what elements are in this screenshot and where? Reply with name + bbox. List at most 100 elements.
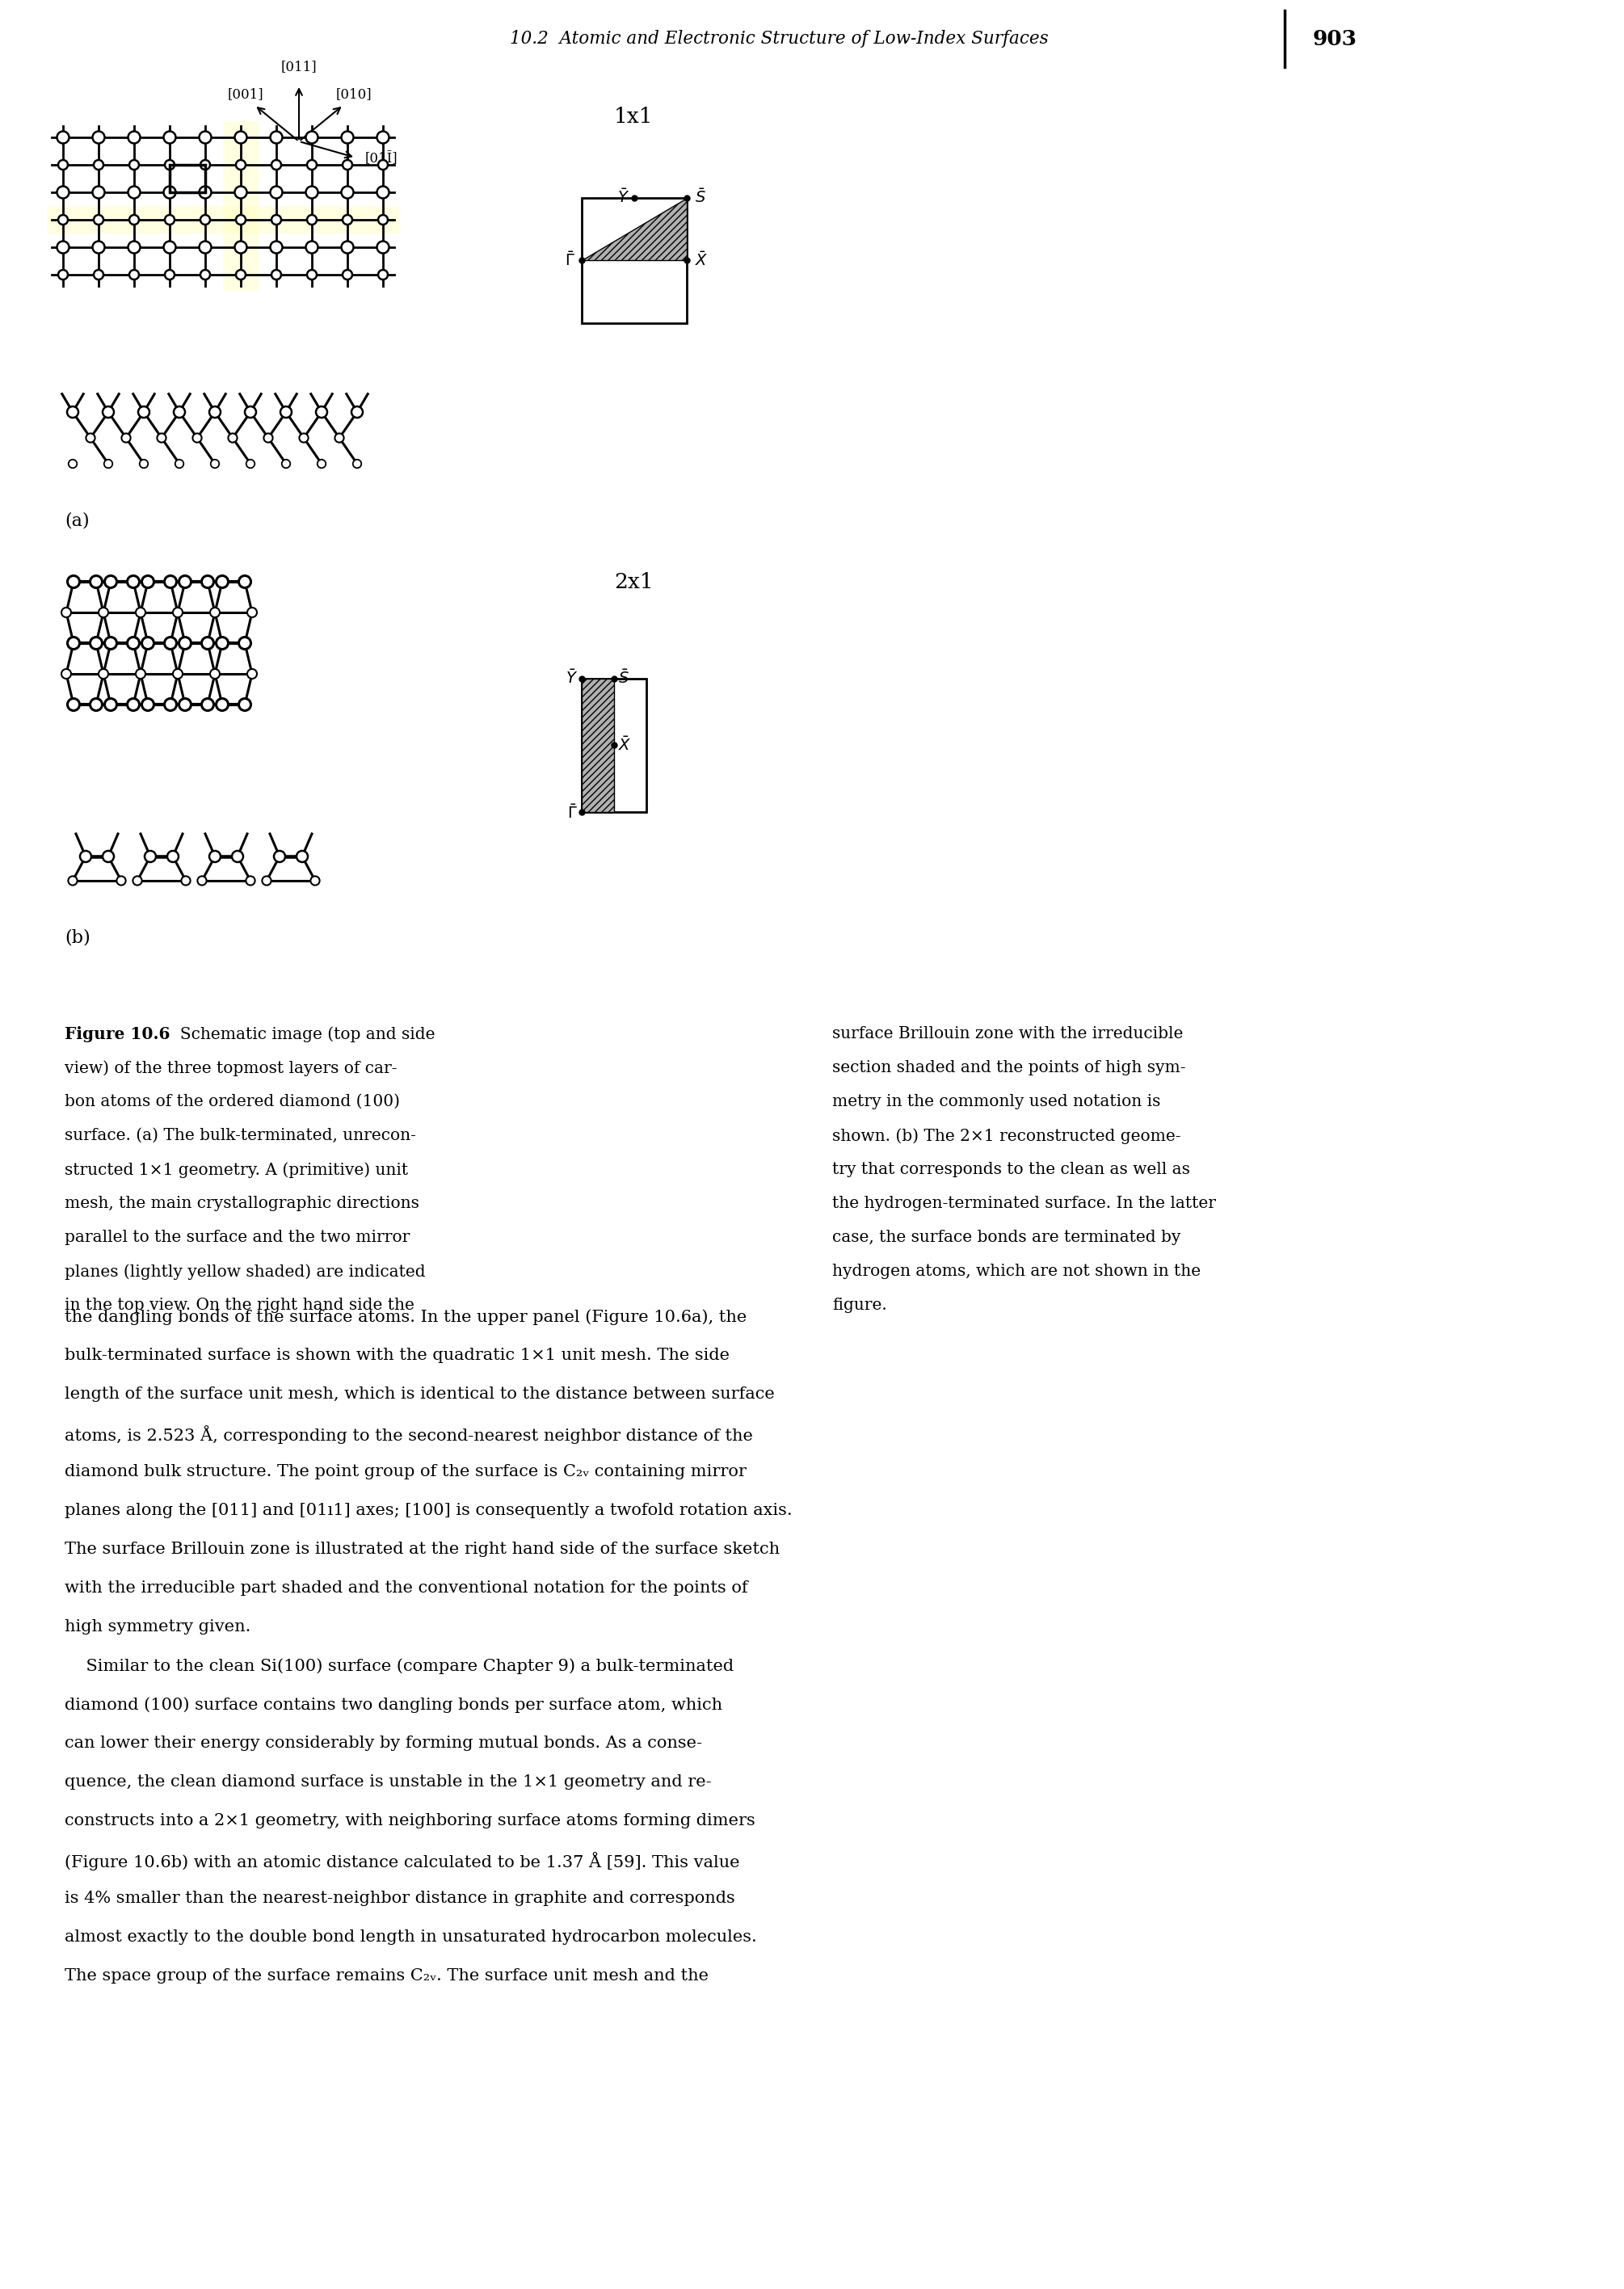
Circle shape — [179, 577, 192, 588]
Text: $\bar{X}$: $\bar{X}$ — [619, 737, 632, 753]
Circle shape — [140, 460, 148, 467]
Circle shape — [141, 577, 154, 588]
Circle shape — [281, 407, 292, 417]
Bar — [222, 121, 258, 291]
Text: can lower their energy considerably by forming mutual bonds. As a conse-: can lower their energy considerably by f… — [65, 1735, 702, 1751]
Circle shape — [274, 852, 286, 863]
Text: figure.: figure. — [831, 1298, 887, 1314]
Circle shape — [93, 130, 104, 144]
Circle shape — [94, 215, 104, 224]
Text: quence, the clean diamond surface is unstable in the 1×1 geometry and re-: quence, the clean diamond surface is uns… — [65, 1774, 711, 1790]
Circle shape — [68, 577, 80, 588]
Circle shape — [343, 270, 352, 279]
Text: hydrogen atoms, which are not shown in the: hydrogen atoms, which are not shown in t… — [831, 1264, 1200, 1280]
Circle shape — [305, 240, 318, 254]
Circle shape — [179, 636, 192, 650]
Circle shape — [172, 668, 182, 680]
Text: atoms, is 2.523 Å, corresponding to the second-nearest neighbor distance of the: atoms, is 2.523 Å, corresponding to the … — [65, 1426, 754, 1444]
Text: is 4% smaller than the nearest-neighbor distance in graphite and corresponds: is 4% smaller than the nearest-neighbor … — [65, 1891, 736, 1907]
Circle shape — [68, 460, 76, 467]
Circle shape — [305, 130, 318, 144]
Circle shape — [232, 852, 244, 863]
Bar — [169, 165, 205, 192]
Circle shape — [127, 577, 140, 588]
Text: Schematic image (top and side: Schematic image (top and side — [169, 1025, 435, 1041]
Polygon shape — [581, 680, 614, 813]
Text: diamond bulk structure. The point group of the surface is C₂ᵥ containing mirror: diamond bulk structure. The point group … — [65, 1465, 747, 1479]
Circle shape — [136, 668, 146, 680]
Text: try that corresponds to the clean as well as: try that corresponds to the clean as wel… — [831, 1163, 1190, 1177]
Circle shape — [94, 270, 104, 279]
Circle shape — [227, 433, 237, 442]
Text: 1x1: 1x1 — [614, 108, 653, 128]
Text: surface. (a) The bulk-terminated, unrecon-: surface. (a) The bulk-terminated, unreco… — [65, 1128, 416, 1142]
Text: [011]: [011] — [281, 60, 317, 73]
Circle shape — [343, 215, 352, 224]
Text: diamond (100) surface contains two dangling bonds per surface atom, which: diamond (100) surface contains two dangl… — [65, 1696, 723, 1712]
Circle shape — [341, 130, 354, 144]
Circle shape — [247, 668, 257, 680]
Circle shape — [310, 877, 320, 886]
Text: parallel to the surface and the two mirror: parallel to the surface and the two mirr… — [65, 1229, 409, 1245]
Circle shape — [200, 215, 209, 224]
Circle shape — [263, 433, 273, 442]
Circle shape — [57, 240, 70, 254]
Circle shape — [377, 185, 390, 199]
Circle shape — [307, 270, 317, 279]
Circle shape — [68, 636, 80, 650]
Circle shape — [261, 877, 271, 886]
Text: Figure 10.6: Figure 10.6 — [65, 1025, 171, 1041]
Circle shape — [104, 636, 117, 650]
Text: structed 1×1 geometry. A (primitive) unit: structed 1×1 geometry. A (primitive) uni… — [65, 1163, 408, 1179]
Text: The surface Brillouin zone is illustrated at the right hand side of the surface : The surface Brillouin zone is illustrate… — [65, 1540, 780, 1557]
Bar — [47, 206, 400, 233]
Circle shape — [62, 607, 71, 618]
Text: [001]: [001] — [227, 87, 263, 101]
Text: (a): (a) — [65, 513, 89, 531]
Circle shape — [136, 607, 146, 618]
Text: 903: 903 — [1312, 30, 1358, 48]
Circle shape — [200, 270, 209, 279]
Circle shape — [86, 433, 96, 442]
Text: planes along the [011] and [01ı1] axes; [100] is consequently a twofold rotation: planes along the [011] and [01ı1] axes; … — [65, 1504, 793, 1518]
Circle shape — [216, 698, 229, 710]
Circle shape — [128, 185, 140, 199]
Circle shape — [200, 130, 211, 144]
Circle shape — [335, 433, 344, 442]
Circle shape — [104, 460, 112, 467]
Text: shown. (b) The 2×1 reconstructed geome-: shown. (b) The 2×1 reconstructed geome- — [831, 1128, 1181, 1144]
Circle shape — [235, 215, 245, 224]
Circle shape — [235, 185, 247, 199]
Circle shape — [245, 877, 255, 886]
Circle shape — [164, 185, 175, 199]
Circle shape — [99, 607, 109, 618]
Circle shape — [141, 636, 154, 650]
Circle shape — [128, 130, 140, 144]
Circle shape — [130, 270, 140, 279]
Circle shape — [89, 636, 102, 650]
Circle shape — [164, 130, 175, 144]
Text: (b): (b) — [65, 929, 91, 945]
Circle shape — [209, 607, 219, 618]
Circle shape — [235, 270, 245, 279]
Circle shape — [352, 460, 362, 467]
Circle shape — [104, 577, 117, 588]
Polygon shape — [581, 197, 687, 261]
Text: case, the surface bonds are terminated by: case, the surface bonds are terminated b… — [831, 1229, 1181, 1245]
Circle shape — [164, 636, 177, 650]
Circle shape — [245, 407, 257, 417]
Circle shape — [317, 407, 326, 417]
Circle shape — [193, 433, 201, 442]
Circle shape — [198, 877, 206, 886]
Circle shape — [378, 160, 388, 169]
Circle shape — [201, 698, 214, 710]
Text: metry in the commonly used notation is: metry in the commonly used notation is — [831, 1094, 1161, 1110]
Circle shape — [179, 698, 192, 710]
Circle shape — [317, 460, 326, 467]
Circle shape — [128, 240, 140, 254]
Text: (Figure 10.6b) with an atomic distance calculated to be 1.37 Å [59]. This value: (Figure 10.6b) with an atomic distance c… — [65, 1852, 739, 1870]
Text: in the top view. On the right hand side the: in the top view. On the right hand side … — [65, 1298, 414, 1314]
Circle shape — [200, 160, 209, 169]
Circle shape — [283, 460, 291, 467]
Circle shape — [247, 607, 257, 618]
